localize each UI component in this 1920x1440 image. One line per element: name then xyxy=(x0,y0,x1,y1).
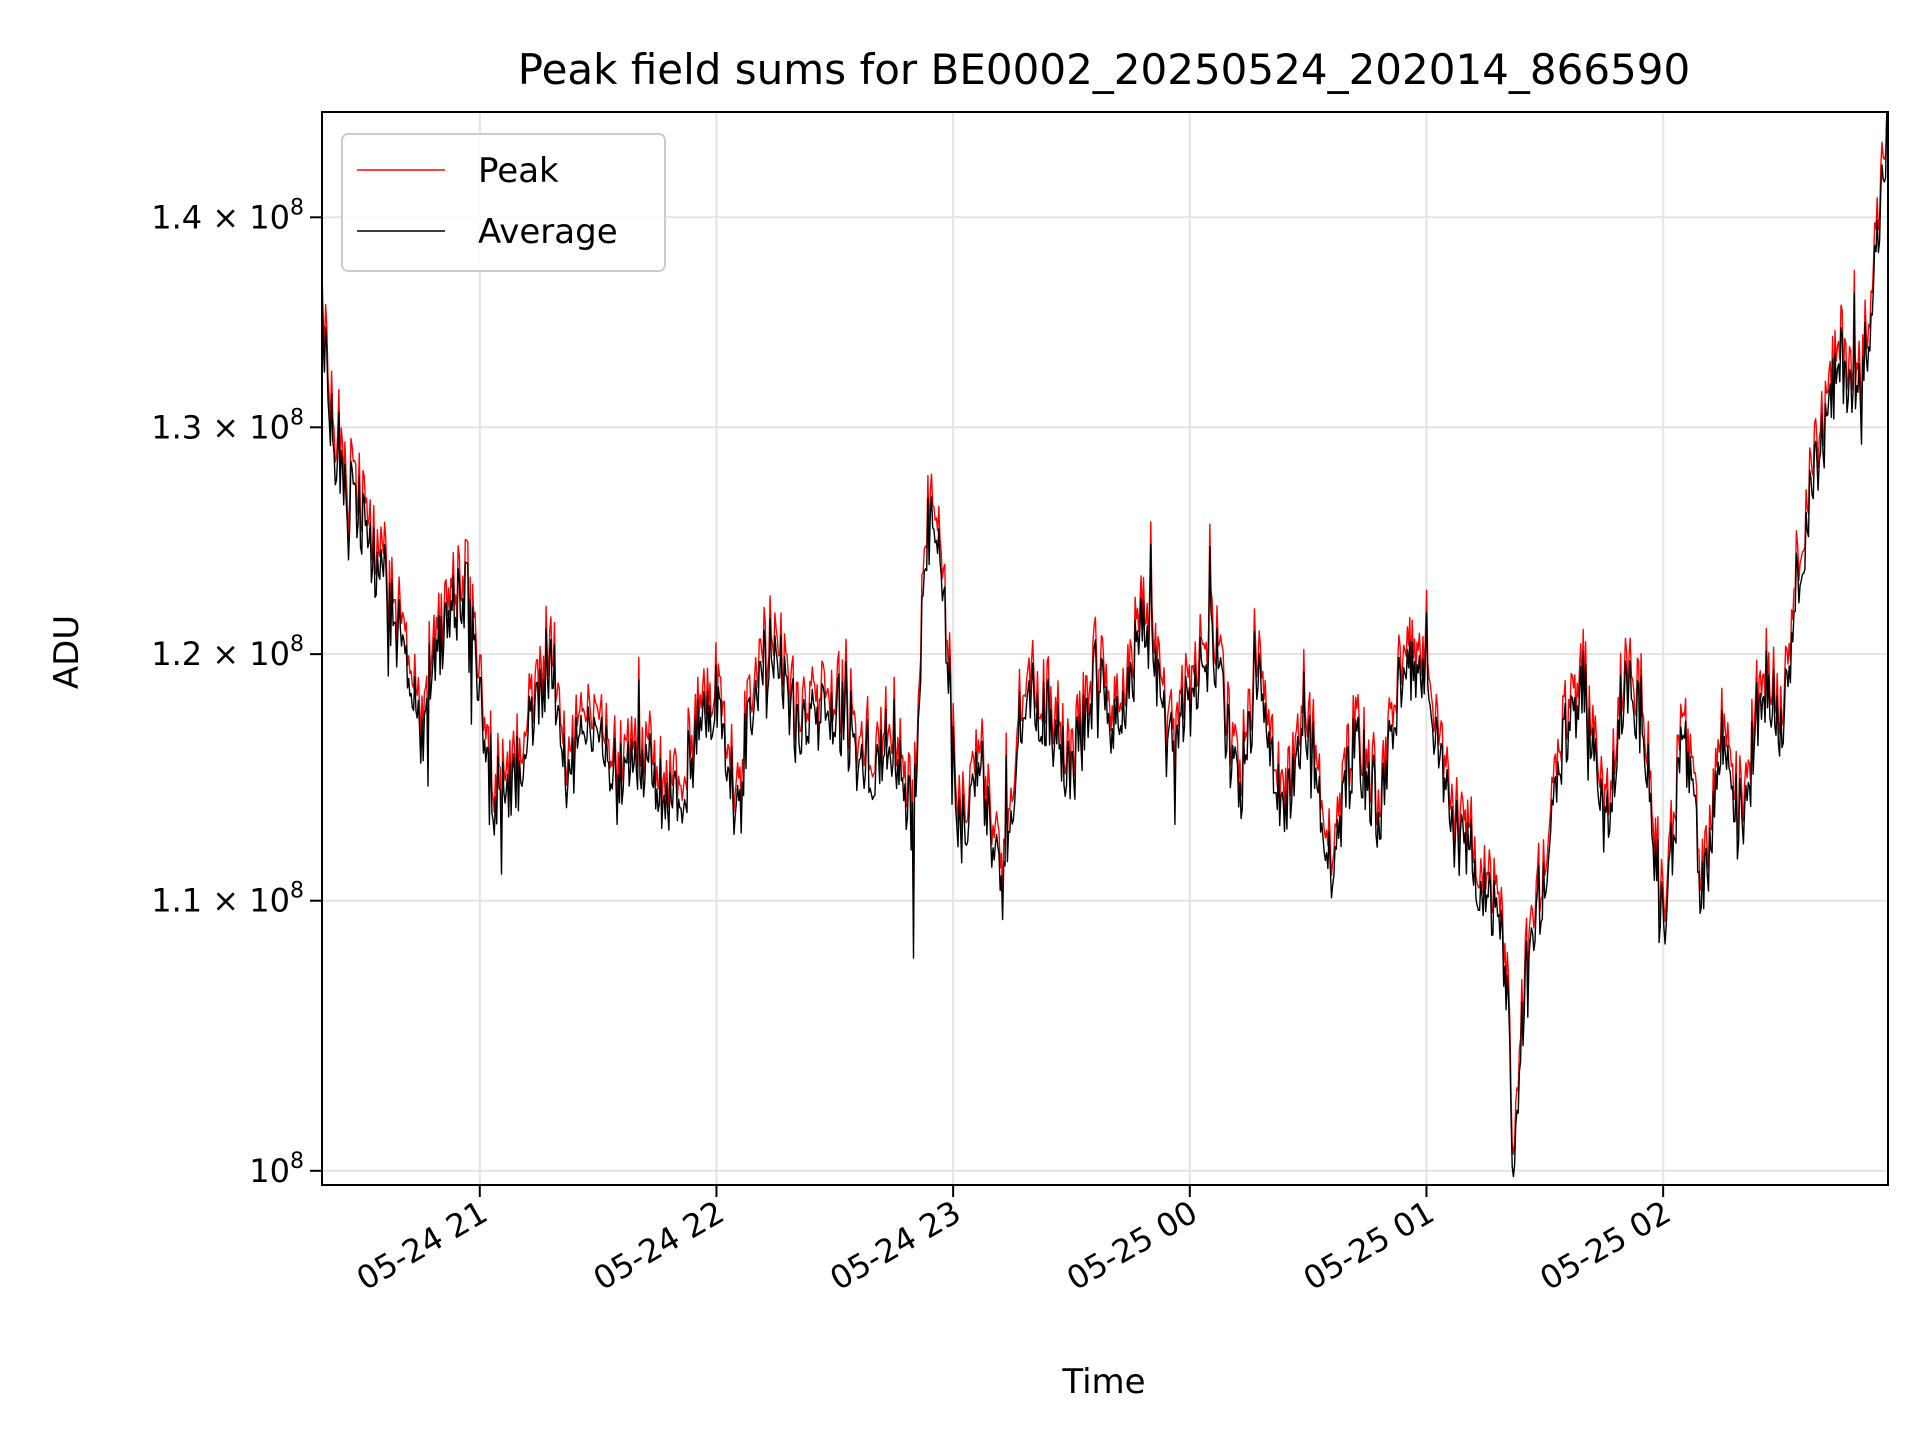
legend-label-average: Average xyxy=(478,212,618,252)
legend: Peak Average xyxy=(341,133,666,272)
y-tick-label: 1.4 × 108 xyxy=(151,195,304,236)
series-line-average xyxy=(321,111,1888,1178)
y-tick-label: 1.3 × 108 xyxy=(151,405,304,446)
legend-label-peak: Peak xyxy=(478,151,559,191)
y-tick-label: 108 xyxy=(249,1149,304,1190)
y-tick-label: 1.2 × 108 xyxy=(151,632,304,673)
series-line-peak xyxy=(321,111,1888,1155)
y-axis-label: ADU xyxy=(47,615,87,689)
legend-box xyxy=(341,133,666,272)
y-axis-ticks: 108 1.1 × 108 1.2 × 108 1.3 × 108 1.4 × 108 xyxy=(151,195,322,1190)
series-layer xyxy=(321,111,1888,1178)
plot-frame xyxy=(321,111,1889,1186)
chart-title: Peak field sums for BE0002_20250524_2020… xyxy=(518,45,1690,94)
x-axis-label: Time xyxy=(1061,1362,1145,1402)
y-tick-label: 1.1 × 108 xyxy=(151,879,304,920)
